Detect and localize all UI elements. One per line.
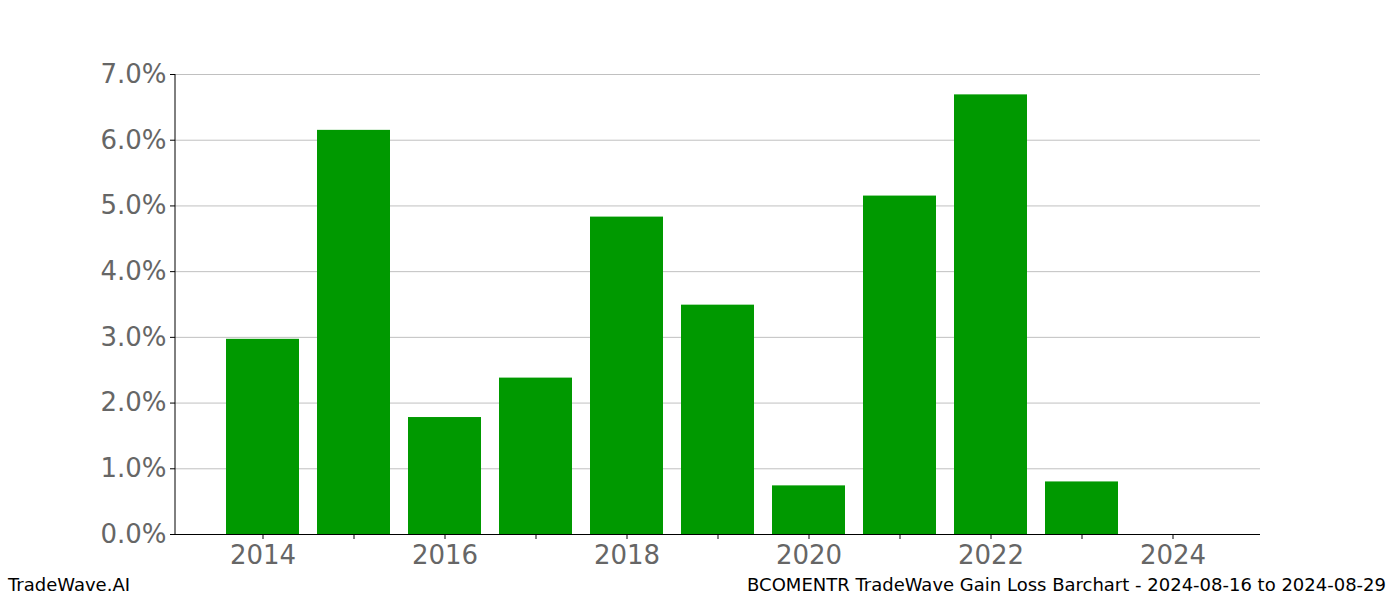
html-text:BCOMENTR TradeWave Gain Loss B: BCOMENTR TradeWave Gain Loss Barchart - …: [747, 574, 1386, 595]
svg-text:2024: 2024: [1140, 540, 1206, 570]
svg-text:3.0%: 3.0%: [100, 322, 166, 352]
svg-text:5.0%: 5.0%: [100, 190, 166, 220]
svg-text:7.0%: 7.0%: [100, 59, 166, 89]
svg-text:0.0%: 0.0%: [100, 519, 166, 549]
svg-text:2020: 2020: [776, 540, 842, 570]
svg-text:2.0%: 2.0%: [100, 387, 166, 417]
svg-text:1.0%: 1.0%: [100, 453, 166, 483]
svg-text:2018: 2018: [594, 540, 660, 570]
html-text:TradeWave.AI: TradeWave.AI: [8, 574, 130, 595]
svg-text:2016: 2016: [412, 540, 478, 570]
svg-text:2014: 2014: [230, 540, 296, 570]
svg-text:4.0%: 4.0%: [100, 256, 166, 286]
svg-text:6.0%: 6.0%: [100, 125, 166, 155]
svg-text:2022: 2022: [958, 540, 1024, 570]
